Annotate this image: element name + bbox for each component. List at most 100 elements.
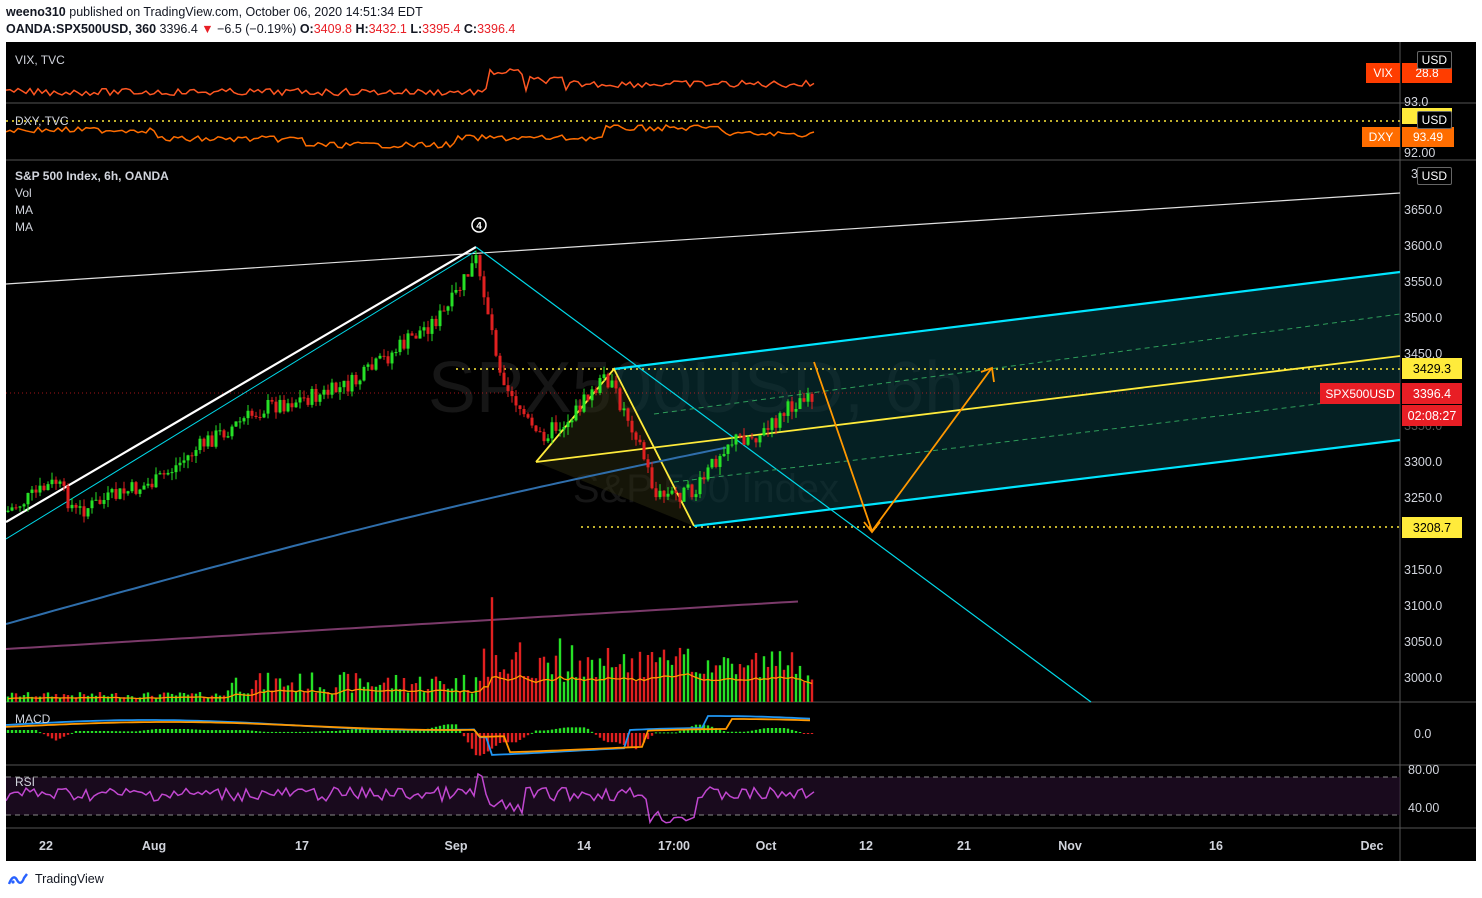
macd-bar [722,731,726,733]
candle-body [242,418,246,422]
pitchfork-anchor[interactable] [535,367,695,527]
rsi-line[interactable] [6,772,815,825]
candle-body [382,355,386,357]
channel-median-line[interactable] [535,355,1401,463]
macd-bar [30,730,34,733]
volume-bar [186,694,190,702]
tradingview-brand[interactable]: TradingView [8,872,104,886]
volume-bar [594,677,598,702]
dxy-currency-button[interactable]: USD [1416,111,1452,129]
candle-body [262,413,266,418]
candle-body [666,493,670,497]
dxy-value: 93.49 [1413,130,1443,144]
volume-bar [74,697,78,702]
candle-body [254,415,258,418]
volume-ma-line [7,673,813,700]
macd-bar [222,730,226,733]
volume-bars [6,597,814,702]
vix-currency-button[interactable]: USD [1416,51,1452,69]
uptrend-line[interactable] [6,246,477,523]
macd-bar [650,733,654,736]
macd-bar [114,731,118,733]
resistance-trendline[interactable] [6,192,1401,285]
candle-body [410,333,414,336]
macd-bar [42,733,46,735]
tick-3100: 3100.0 [1404,599,1442,613]
tick-3650: 3650.0 [1404,203,1442,217]
candle-body [194,450,198,456]
macd-bar [170,729,174,733]
ma-fast-line[interactable] [6,446,727,625]
chart-canvas[interactable]: SPX500USD, 6h S&P 500 Index 4 [6,42,1476,861]
channel-upper-line[interactable] [613,270,1401,371]
published-text: published on TradingView.com, October 06… [69,5,423,19]
volume-bar [462,674,466,702]
publisher-name[interactable]: weeno310 [6,5,66,19]
indicator-vol[interactable]: Vol [15,186,32,200]
downtrend-line[interactable] [475,246,1092,703]
volume-bar [578,660,582,702]
last-price: 3396.4 [159,22,198,36]
volume-bar [694,672,698,702]
indicator-ma-1[interactable]: MA [15,203,33,217]
main-pane-title[interactable]: S&P 500 Index, 6h, OANDA [15,169,169,183]
macd-bar [342,730,346,733]
candle-body [198,438,202,451]
volume-bar [658,657,662,702]
volume-bar [470,693,474,702]
macd-bar [550,729,554,733]
ma-slow-line[interactable] [6,600,799,650]
rsi-pane-label[interactable]: RSI [15,775,36,789]
candle-body [758,435,762,443]
vix-line[interactable] [6,68,815,97]
macd-bar [202,729,206,733]
candle-body [422,327,426,331]
macd-bar [638,733,642,746]
macd-bar [726,731,730,733]
wave-4-label: 4 [476,221,482,232]
vix-pane-label[interactable]: VIX, TVC [15,53,65,67]
channel-lower-line[interactable] [693,438,1401,528]
candle-body [174,465,178,473]
macd-bar [414,729,418,733]
vix-badge: VIX [1373,66,1392,80]
dxy-pane-label[interactable]: DXY, TVC [15,114,69,128]
candle-body [502,372,506,386]
price-axis-ticks[interactable]: 3650.0 3600.0 3550.0 3500.0 3450.0 3300.… [1404,95,1442,815]
indicator-ma-2[interactable]: MA [15,220,33,234]
macd-bar [10,730,14,733]
macd-bar [742,731,746,733]
dxy-line[interactable] [6,123,815,149]
volume-bar [34,696,38,702]
candle-body [414,335,418,339]
volume-bar [358,678,362,702]
volume-bar [682,654,686,702]
volume-bar [498,672,502,702]
candle-body [106,492,110,501]
volume-bar [294,690,298,702]
volume-bar [242,693,246,702]
candle-body [778,413,782,428]
wave-4-marker-icon[interactable] [471,217,487,233]
candle-body [794,409,798,412]
price-candles[interactable] [6,250,814,523]
macd-bar [274,731,278,733]
uptrend-support-line[interactable] [6,250,477,540]
volume-bar [398,689,402,702]
macd-pane-label[interactable]: MACD [15,712,51,726]
volume-bar [534,678,538,702]
volume-bar [702,673,706,702]
candle-body [90,500,94,509]
time-label-17: 17 [295,839,309,853]
volume-bar [666,660,670,702]
time-label-14: 14 [577,839,591,853]
volume-bar [490,597,494,702]
macd-bar [406,729,410,733]
candle-body [330,382,334,395]
candle-body [750,437,754,439]
candle-body [686,484,690,488]
candle-body [630,420,634,433]
main-currency-button[interactable]: USD [1416,167,1452,185]
time-axis[interactable]: 22 Aug 17 Sep 14 17:00 Oct 12 21 Nov 16 … [39,839,1383,853]
macd-signal-line[interactable] [6,718,811,754]
